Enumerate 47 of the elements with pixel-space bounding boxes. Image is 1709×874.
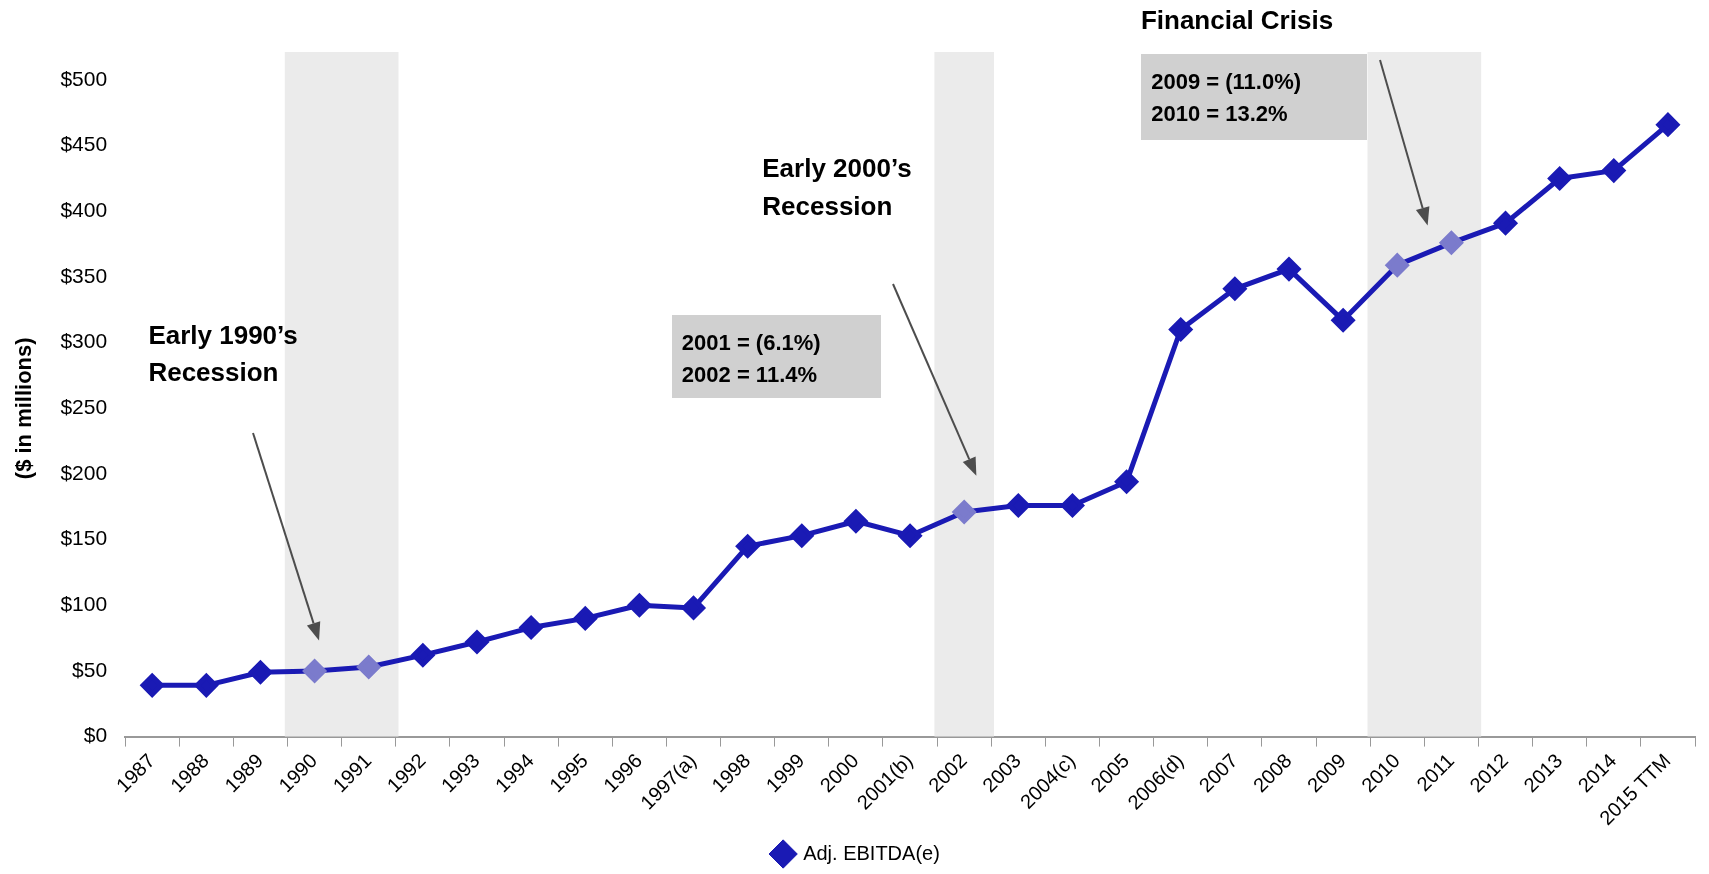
y-tick-label: $400 — [60, 198, 108, 222]
point — [1006, 493, 1030, 517]
callout-box: 2001 = (6.1%) 2002 = 11.4% — [671, 315, 881, 398]
point — [1331, 308, 1355, 332]
point — [1060, 493, 1084, 517]
point — [1277, 257, 1301, 281]
text: Financial Crisis — [1140, 4, 1334, 37]
point — [573, 606, 597, 630]
annotation: Early 1990’s Recession — [148, 318, 298, 390]
y-tick-label: $50 — [72, 657, 108, 681]
point — [898, 524, 922, 548]
point — [1169, 318, 1193, 341]
point — [952, 500, 976, 524]
point — [844, 509, 868, 533]
point — [1656, 113, 1680, 137]
point — [1385, 253, 1409, 277]
y-tick-label: $250 — [60, 395, 108, 419]
y-tick-label: $200 — [60, 460, 108, 484]
point — [1439, 231, 1463, 255]
legend-label: Adj. EBITDA(e) — [803, 841, 940, 864]
y-tick-label: $300 — [60, 329, 108, 353]
point — [627, 593, 651, 617]
point — [682, 596, 706, 620]
point — [303, 659, 327, 683]
point — [1223, 277, 1247, 301]
point — [1548, 166, 1572, 190]
point — [519, 616, 543, 640]
point — [411, 643, 435, 667]
point — [1115, 470, 1139, 494]
point — [194, 673, 218, 697]
y-tick-label: $150 — [60, 526, 108, 550]
point — [140, 673, 164, 697]
y-tick-label: $500 — [60, 66, 108, 90]
y-tick-label: $350 — [60, 263, 108, 287]
point — [1494, 211, 1518, 235]
annotation: Early 2000’s Recession — [762, 151, 912, 223]
y-axis-title: ($ in millions) — [11, 337, 37, 480]
y-tick-label: $100 — [60, 592, 108, 616]
point — [248, 660, 272, 684]
y-tick-label: $0 — [83, 723, 108, 747]
point — [790, 524, 814, 548]
point — [357, 655, 381, 679]
point — [736, 534, 760, 558]
point — [465, 630, 489, 654]
point — [1602, 159, 1626, 183]
callout-box: 2009 = (11.0%) 2010 = 13.2% — [1141, 53, 1367, 141]
y-tick-label: $450 — [60, 132, 108, 156]
